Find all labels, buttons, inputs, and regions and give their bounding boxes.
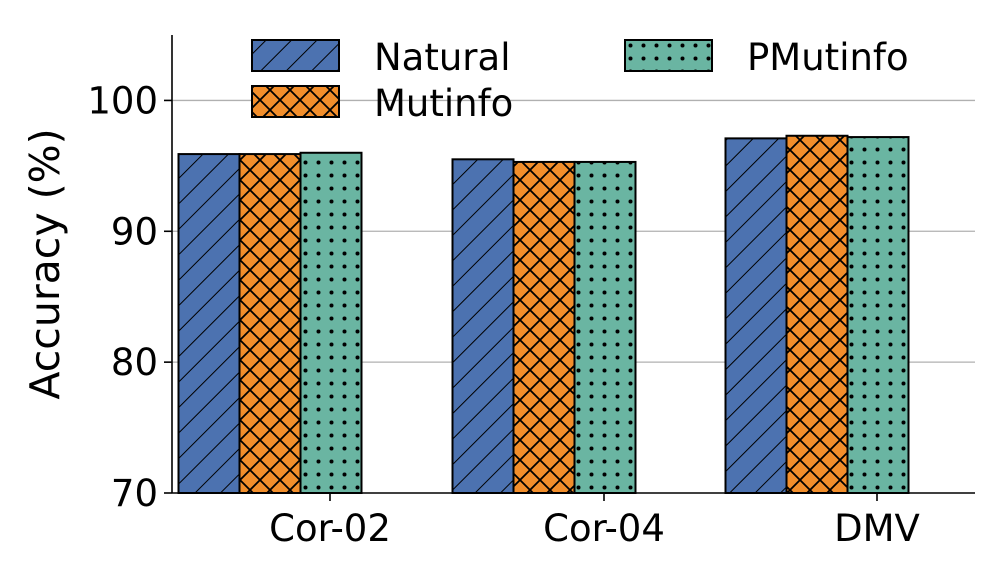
y-tick-label: 90: [111, 210, 158, 253]
y-axis-label: Accuracy (%): [21, 128, 69, 399]
bar-natural-cor-02: [177, 153, 241, 495]
bar-natural-dmv: [724, 137, 788, 494]
bar-mutinfo-cor-04: [512, 160, 576, 494]
bar-mutinfo-cor-02: [238, 153, 302, 495]
bar-pmutinfo-cor-02: [299, 151, 363, 494]
x-tick-label: DMV: [834, 507, 920, 550]
y-tick-label: 80: [111, 341, 158, 384]
x-tick-label: Cor-02: [269, 507, 391, 550]
bar-natural-cor-04: [451, 158, 515, 494]
legend-label-mutinfo: Mutinfo: [374, 82, 513, 125]
legend-label-natural: Natural: [374, 36, 510, 79]
bars: [177, 134, 910, 495]
x-tick-label: Cor-04: [543, 507, 665, 550]
bar-mutinfo-dmv: [785, 134, 849, 494]
axes: [171, 35, 975, 494]
legend-swatch-mutinfo: [251, 85, 340, 118]
bar-pmutinfo-dmv: [846, 136, 910, 494]
legend-swatch-natural: [251, 39, 340, 72]
legend-label-pmutinfo: PMutinfo: [747, 36, 909, 79]
legend-swatch-pmutinfo: [624, 39, 713, 72]
bar-pmutinfo-cor-04: [573, 160, 637, 494]
y-tick-label: 100: [87, 79, 158, 122]
y-ticks: 70 80 90 100: [87, 79, 172, 515]
x-ticks: Cor-02 Cor-04 DMV: [269, 493, 920, 550]
y-tick-label: 70: [111, 472, 158, 515]
